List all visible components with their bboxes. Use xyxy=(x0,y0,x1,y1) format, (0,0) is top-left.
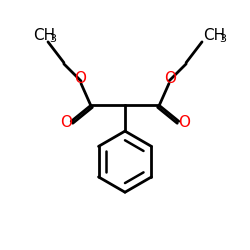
Text: CH: CH xyxy=(203,28,225,43)
Text: O: O xyxy=(178,115,190,130)
Text: O: O xyxy=(164,70,176,86)
Text: 3: 3 xyxy=(219,34,226,44)
Text: O: O xyxy=(60,115,72,130)
Text: 3: 3 xyxy=(50,34,56,44)
Text: O: O xyxy=(74,70,86,86)
Text: CH: CH xyxy=(33,28,56,43)
